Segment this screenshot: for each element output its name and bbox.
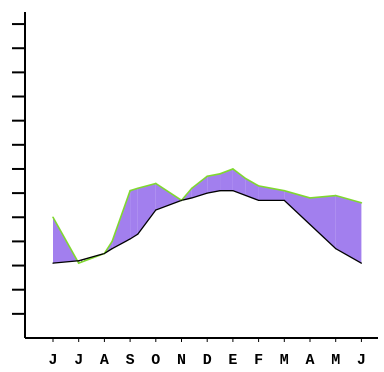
data-point-upper bbox=[257, 185, 260, 187]
data-point-upper bbox=[129, 189, 131, 192]
x-tick-label: A bbox=[305, 352, 314, 369]
x-tick-label: D bbox=[203, 352, 212, 369]
data-point-lower bbox=[360, 262, 362, 264]
x-tick-label: S bbox=[126, 352, 135, 369]
data-point-upper bbox=[219, 172, 221, 175]
data-point-lower bbox=[245, 194, 247, 197]
data-point-lower bbox=[335, 248, 337, 250]
x-tick-label: M bbox=[280, 352, 289, 369]
data-point-upper bbox=[334, 194, 337, 197]
data-point-lower bbox=[191, 197, 193, 199]
data-point-lower bbox=[180, 199, 183, 201]
x-tick-label: J bbox=[48, 352, 57, 369]
data-point-upper bbox=[206, 175, 208, 178]
data-point-upper bbox=[309, 197, 311, 199]
data-point-upper bbox=[244, 177, 247, 180]
data-point-upper bbox=[283, 189, 286, 192]
data-point-upper bbox=[111, 240, 113, 243]
data-point-lower bbox=[111, 248, 113, 250]
data-point-lower bbox=[103, 252, 105, 255]
x-tick-label: O bbox=[151, 352, 160, 369]
area-fill-segment bbox=[137, 183, 156, 235]
data-point-lower bbox=[309, 223, 311, 226]
area-fill-segment bbox=[245, 178, 259, 201]
data-point-lower bbox=[78, 260, 80, 262]
x-tick-label: J bbox=[357, 352, 366, 369]
area-fill-segment bbox=[232, 168, 246, 196]
series-line-lower bbox=[52, 190, 362, 264]
x-tick-label: N bbox=[177, 352, 186, 369]
x-tick-label: M bbox=[331, 352, 340, 369]
area-fill-segment bbox=[155, 183, 182, 211]
data-point-upper bbox=[232, 168, 234, 170]
data-point-upper bbox=[155, 182, 157, 185]
data-point-lower bbox=[206, 192, 208, 194]
area-fill-segment bbox=[207, 173, 221, 194]
x-tick-label: J bbox=[74, 352, 83, 369]
data-point-lower bbox=[219, 190, 221, 192]
area-fill-segment bbox=[191, 176, 208, 198]
data-point-lower bbox=[137, 233, 139, 235]
data-point-lower bbox=[155, 209, 157, 211]
x-tick-label: E bbox=[228, 352, 237, 369]
series-line-upper bbox=[52, 168, 362, 265]
data-point-lower bbox=[232, 190, 234, 192]
area-fill-segment bbox=[220, 168, 233, 191]
area-fill-segment bbox=[335, 195, 362, 264]
data-point-upper bbox=[52, 216, 54, 219]
area-fill-segment bbox=[130, 188, 138, 239]
data-point-lower bbox=[283, 199, 285, 201]
area-fill-segment bbox=[284, 190, 310, 225]
data-point-upper bbox=[137, 187, 139, 190]
data-point-lower bbox=[129, 238, 131, 240]
x-tick-label: A bbox=[100, 352, 109, 369]
x-tick-label: F bbox=[254, 352, 263, 369]
data-point-upper bbox=[360, 201, 363, 204]
area-fill-segment bbox=[310, 195, 336, 249]
data-point-lower bbox=[52, 262, 54, 264]
data-point-lower bbox=[258, 199, 260, 201]
data-point-upper bbox=[190, 187, 193, 190]
data-point-upper bbox=[77, 262, 80, 264]
